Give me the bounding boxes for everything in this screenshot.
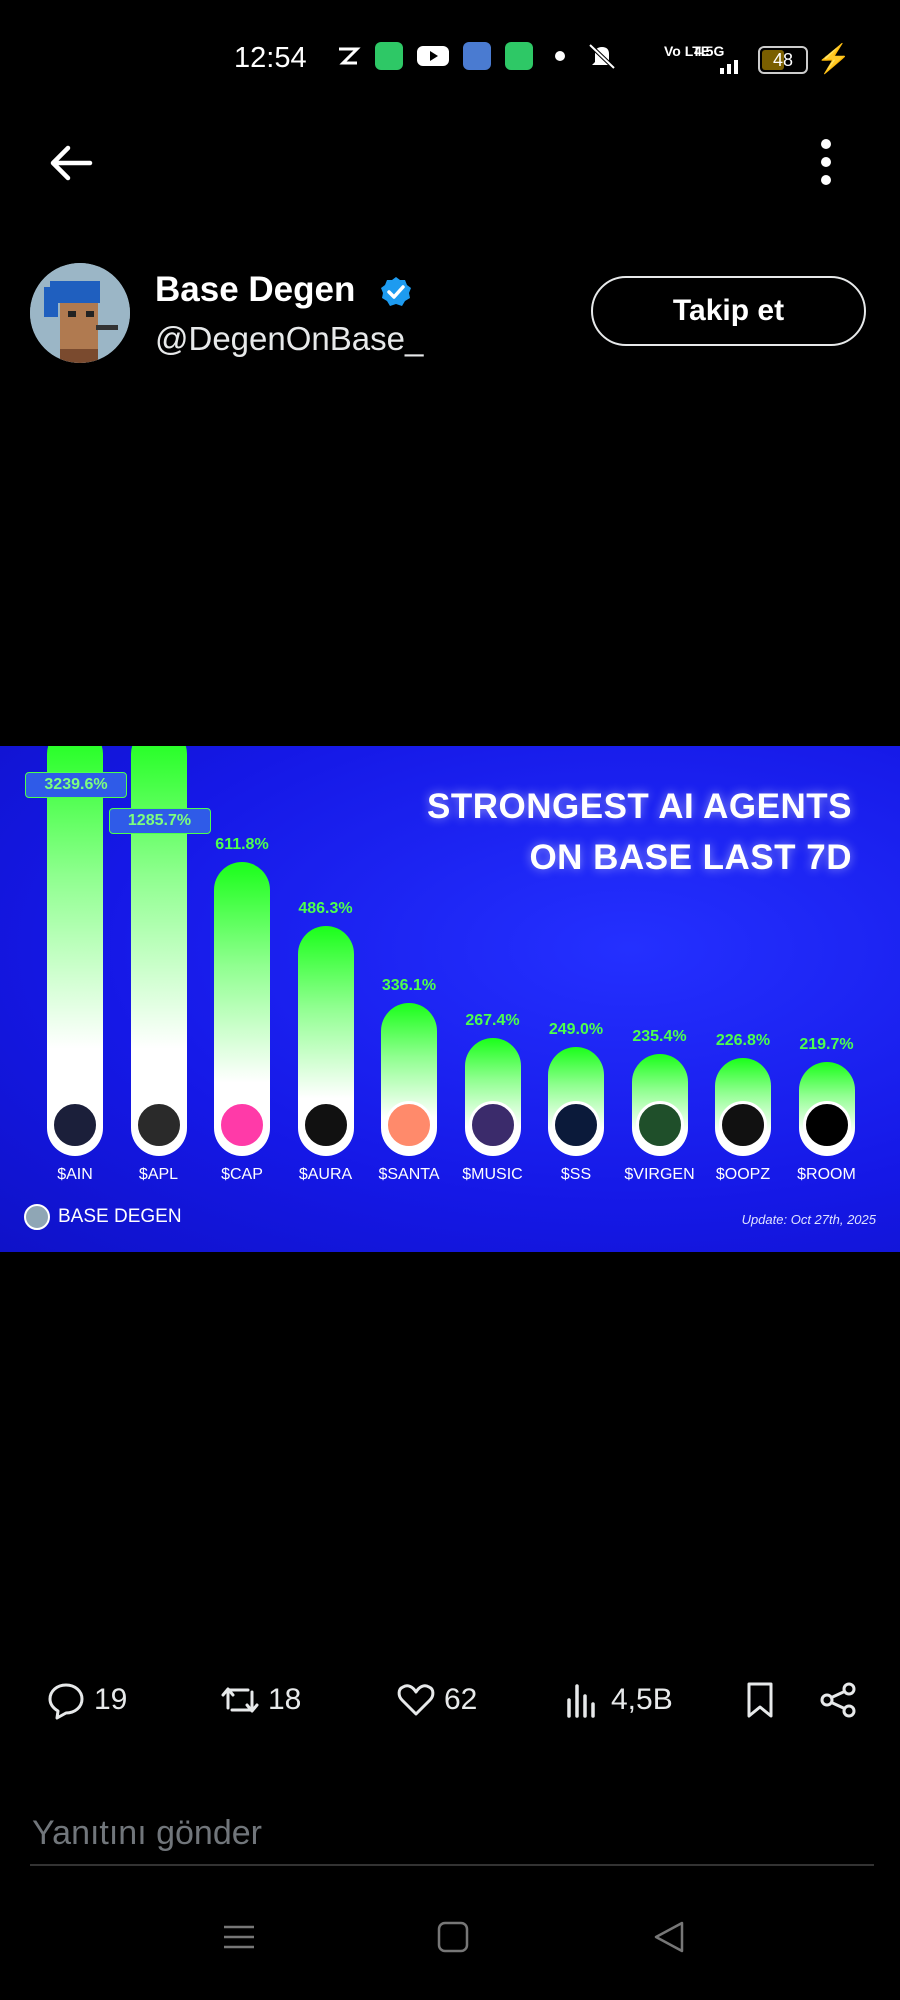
bar-value-label: 1285.7% <box>108 808 211 834</box>
token-logo-icon <box>51 1101 99 1149</box>
brand-logo-icon <box>24 1204 50 1230</box>
bar-value-label: 611.8% <box>215 835 269 853</box>
more-notifications-dot-icon <box>555 51 565 61</box>
bar-value-label: 267.4% <box>465 1011 520 1029</box>
bar-category-label: $SS <box>560 1166 592 1183</box>
bar-category-label: $OOPZ <box>715 1166 771 1183</box>
game-icon <box>463 42 491 70</box>
bar-category-label: $CAP <box>221 1166 263 1183</box>
bar-category-label: $ROOM <box>797 1166 856 1183</box>
chart-title-line2: ON BASE LAST 7D <box>529 838 852 877</box>
bar-category-label: $VIRGEN <box>624 1166 695 1183</box>
reply-input[interactable] <box>30 1802 874 1866</box>
reply-count: 19 <box>94 1683 128 1716</box>
token-logo-icon <box>218 1101 266 1149</box>
bar-value-label: 336.1% <box>381 976 437 994</box>
tweet-media-image[interactable]: STRONGEST AI AGENTS ON BASE LAST 7D $AIN… <box>0 746 900 1252</box>
views-button[interactable]: 4,5B <box>563 1680 673 1720</box>
pixel-avatar-icon <box>30 263 130 363</box>
views-chart-icon <box>567 1684 595 1718</box>
bookmark-button[interactable] <box>740 1680 780 1720</box>
chart-bar <box>47 746 103 1156</box>
battery-saver-icon <box>505 42 533 70</box>
user-handle[interactable]: @DegenOnBase_ <box>155 320 424 357</box>
token-logo-icon <box>468 1101 517 1149</box>
bookmark-icon <box>747 1682 773 1718</box>
chart-title-line1: STRONGEST AI AGENTS <box>427 787 852 826</box>
token-logo-icon <box>802 1101 851 1149</box>
brand-name: BASE DEGEN <box>58 1206 182 1227</box>
comment-icon <box>48 1683 84 1720</box>
heart-icon <box>397 1684 435 1716</box>
bar-category-label: $MUSIC <box>462 1166 523 1183</box>
avatar[interactable] <box>30 263 130 363</box>
arrow-left-icon <box>50 145 93 181</box>
share-button[interactable] <box>818 1680 858 1720</box>
token-logo-icon <box>301 1101 350 1149</box>
bar-value-label: 486.3% <box>298 899 353 917</box>
app-notification-icon <box>339 47 361 65</box>
token-logo-icon <box>552 1101 600 1149</box>
bar-value-label: 235.4% <box>632 1027 687 1045</box>
youtube-icon <box>417 46 449 66</box>
more-options-button[interactable] <box>806 138 846 188</box>
like-count: 62 <box>444 1683 478 1716</box>
token-logo-icon <box>134 1101 183 1149</box>
follow-button[interactable]: Takip et <box>591 276 866 346</box>
update-date: Update: Oct 27th, 2025 <box>741 1212 876 1227</box>
share-icon <box>820 1682 856 1718</box>
bar-value-label: 3239.6% <box>25 772 127 798</box>
like-button[interactable]: 62 <box>396 1680 477 1720</box>
more-vertical-icon <box>821 139 831 185</box>
battery-level: 48 <box>772 50 794 70</box>
reply-button[interactable]: 19 <box>46 1680 127 1720</box>
repost-count: 18 <box>268 1683 302 1716</box>
signal-icon <box>720 60 738 74</box>
battery-indicator: 48 <box>758 46 808 74</box>
verified-badge-icon <box>381 277 411 306</box>
bar-category-label: $APL <box>138 1166 179 1183</box>
brand-watermark: BASE DEGEN <box>24 1204 182 1230</box>
user-name[interactable]: Base Degen <box>155 270 356 309</box>
bar-value-label: 249.0% <box>548 1021 604 1038</box>
token-logo-icon <box>719 1101 767 1149</box>
bar-category-label: $SANTA <box>378 1166 440 1183</box>
recent-apps-nav-button[interactable] <box>222 1920 256 1954</box>
token-logo-icon <box>385 1101 433 1149</box>
bar-category-label: $AIN <box>57 1166 93 1183</box>
repost-button[interactable]: 18 <box>220 1680 301 1720</box>
back-nav-button[interactable] <box>652 1920 686 1954</box>
status-notification-icons <box>335 42 617 70</box>
status-bar: 12:54 Vo LTE 4.5G 48 ⚡ <box>0 0 900 120</box>
status-time: 12:54 <box>234 42 307 74</box>
network-indicator: 4.5G <box>694 43 725 59</box>
token-logo-icon <box>635 1101 684 1149</box>
volte-indicator: Vo LTE <box>664 43 711 59</box>
chart-title: STRONGEST AI AGENTS ON BASE LAST 7D <box>427 781 852 883</box>
tweet-actions: 19 18 62 4,5B <box>0 1680 900 1740</box>
bar-value-label: 219.7% <box>799 1035 854 1053</box>
bar-value-label: 226.8% <box>715 1032 771 1050</box>
mute-icon <box>588 43 616 70</box>
back-button[interactable] <box>46 138 96 188</box>
view-count: 4,5B <box>611 1683 673 1716</box>
repost-icon <box>221 1687 259 1713</box>
messages-icon <box>375 42 403 70</box>
bar-category-label: $AURA <box>298 1166 353 1183</box>
home-nav-button[interactable] <box>436 1920 470 1954</box>
charging-icon: ⚡ <box>816 43 851 74</box>
